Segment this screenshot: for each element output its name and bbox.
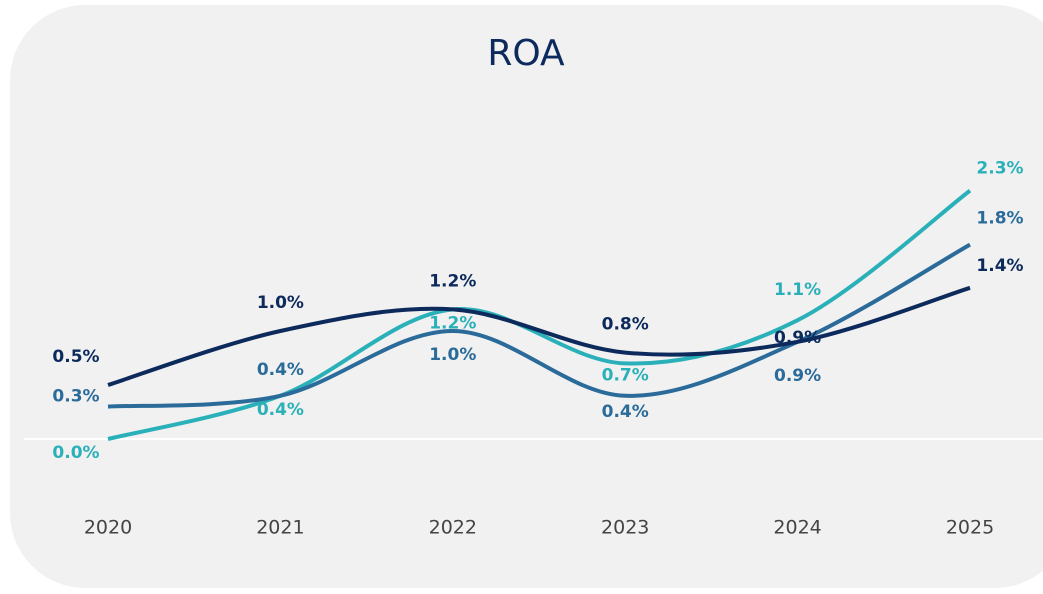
x-tick-label: 2021 [256,517,304,539]
data-label: 1.0% [429,345,476,365]
data-label: 1.4% [976,256,1023,276]
x-tick-label: 2024 [773,517,821,539]
x-tick-label: 2023 [601,517,649,539]
data-label: 0.9% [774,328,821,348]
data-label: 0.7% [602,365,649,385]
data-label: 1.8% [976,209,1023,229]
data-label: 2.3% [976,159,1023,179]
line-series [107,242,971,409]
data-label: 1.0% [257,293,304,313]
data-label: 0.4% [602,402,649,422]
line-series [107,285,971,387]
data-label: 0.5% [52,347,99,367]
line-series [107,189,972,441]
data-label: 1.2% [429,271,476,291]
data-label: 0.9% [774,366,821,386]
x-tick-label: 2025 [946,517,994,539]
data-label: 0.4% [257,360,304,380]
data-label: 0.3% [52,387,99,407]
data-label: 0.8% [602,315,649,335]
x-tick-label: 2022 [429,517,477,539]
data-label: 1.2% [429,313,476,333]
chart-background [10,5,1043,588]
data-label: 0.4% [257,400,304,420]
x-tick-label: 2020 [84,517,132,539]
data-label: 0.0% [52,443,99,463]
data-label: 1.1% [774,280,821,300]
chart-title: ROA [487,33,565,74]
